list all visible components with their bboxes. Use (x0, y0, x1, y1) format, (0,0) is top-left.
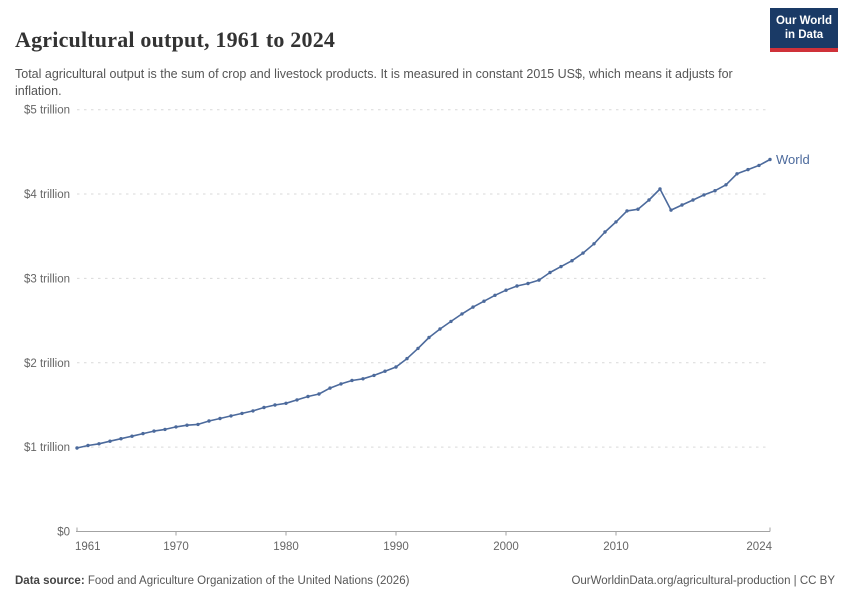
data-source-text: Food and Agriculture Organization of the… (84, 575, 410, 587)
data-point[interactable] (636, 207, 640, 211)
data-point[interactable] (251, 409, 255, 413)
data-point[interactable] (680, 203, 684, 207)
data-point[interactable] (141, 431, 145, 436)
data-source: Data source: Food and Agriculture Organi… (15, 575, 409, 587)
data-point[interactable] (713, 189, 717, 193)
data-point[interactable] (185, 423, 189, 427)
y-axis-label: $4 trillion (24, 189, 70, 201)
data-point[interactable] (229, 414, 233, 418)
data-point[interactable] (482, 299, 486, 303)
data-point[interactable] (702, 193, 706, 197)
x-axis-label: 2024 (746, 541, 772, 553)
data-point[interactable] (471, 305, 475, 309)
data-point[interactable] (218, 416, 222, 421)
data-point[interactable] (581, 251, 585, 255)
data-point[interactable] (361, 377, 365, 381)
world-line[interactable] (76, 158, 771, 449)
data-point[interactable] (647, 198, 651, 202)
data-point[interactable] (416, 346, 420, 351)
data-point[interactable] (691, 198, 695, 202)
data-point[interactable] (196, 422, 200, 427)
data-point[interactable] (548, 270, 552, 275)
owid-logo[interactable]: Our World in Data (770, 8, 838, 52)
y-axis-label: $5 trillion (24, 105, 70, 117)
data-point[interactable] (746, 167, 750, 172)
data-point[interactable] (405, 356, 409, 361)
x-axis-label: 1961 (75, 541, 101, 553)
series-end-label[interactable]: World (776, 152, 810, 167)
x-axis-label: 1970 (163, 541, 189, 553)
data-point[interactable] (658, 187, 662, 191)
data-point[interactable] (174, 425, 178, 429)
data-point[interactable] (240, 411, 244, 416)
data-point[interactable] (86, 443, 90, 448)
data-point[interactable] (592, 242, 596, 246)
data-point[interactable] (372, 373, 376, 378)
data-point[interactable] (273, 403, 277, 407)
x-axis-label: 2010 (603, 541, 629, 553)
data-point[interactable] (757, 163, 761, 168)
data-point[interactable] (394, 365, 398, 369)
y-axis-label: $0 (57, 527, 70, 539)
data-point[interactable] (284, 401, 288, 405)
data-point[interactable] (724, 183, 728, 187)
y-axis-label: $1 trillion (24, 442, 70, 454)
data-point[interactable] (339, 382, 343, 386)
data-point[interactable] (515, 284, 519, 288)
data-point[interactable] (460, 312, 464, 316)
page-title: Agricultural output, 1961 to 2024 (15, 26, 336, 52)
data-point[interactable] (317, 392, 321, 396)
data-point[interactable] (130, 434, 134, 438)
data-point[interactable] (119, 437, 123, 441)
data-point[interactable] (427, 335, 431, 340)
data-point[interactable] (735, 172, 739, 176)
data-point[interactable] (603, 230, 607, 234)
owid-logo-line1: Our World (775, 15, 832, 27)
data-point[interactable] (383, 369, 387, 373)
data-point[interactable] (493, 293, 497, 297)
data-point[interactable] (163, 427, 167, 432)
data-point[interactable] (152, 429, 156, 433)
data-point[interactable] (328, 386, 332, 390)
y-axis-label: $2 trillion (24, 358, 70, 370)
owid-logo-line2: in Data (784, 29, 824, 42)
chart-footer: Data source: Food and Agriculture Organi… (15, 575, 835, 587)
data-point[interactable] (559, 264, 563, 269)
data-point[interactable] (207, 419, 211, 423)
license-link[interactable]: OurWorldinData.org/agricultural-producti… (571, 575, 835, 587)
data-point[interactable] (614, 220, 618, 224)
data-point[interactable] (350, 378, 354, 383)
data-point[interactable] (526, 281, 530, 286)
data-source-label: Data source: (15, 575, 85, 587)
data-point[interactable] (262, 405, 266, 410)
data-point[interactable] (504, 288, 508, 292)
data-point[interactable] (625, 209, 629, 213)
data-point[interactable] (306, 394, 310, 399)
data-point[interactable] (570, 259, 574, 263)
data-point[interactable] (97, 442, 101, 446)
data-point[interactable] (449, 319, 453, 324)
x-axis-label: 2000 (493, 541, 519, 553)
data-point[interactable] (438, 327, 442, 331)
y-axis-label: $3 trillion (24, 273, 70, 285)
data-point[interactable] (75, 446, 79, 450)
x-axis-label: 1990 (383, 541, 409, 553)
chart-subtitle: Total agricultural output is the sum of … (15, 66, 733, 99)
x-axis-label: 1980 (273, 541, 299, 553)
data-point[interactable] (108, 439, 112, 443)
data-point[interactable] (669, 208, 673, 212)
data-point[interactable] (768, 157, 772, 162)
data-point[interactable] (537, 278, 541, 282)
data-point[interactable] (295, 398, 299, 402)
